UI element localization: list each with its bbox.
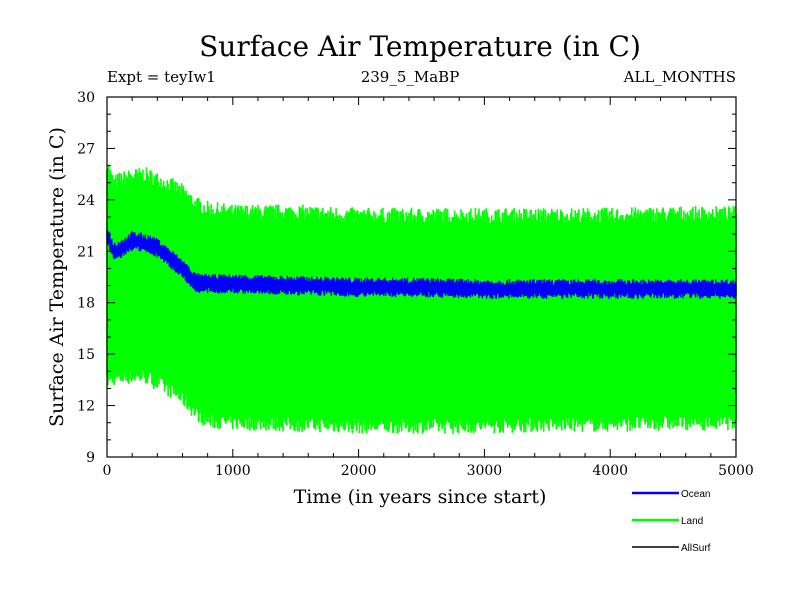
x-tick-label-1000: 1000	[215, 463, 251, 479]
legend-label-ocean: Ocean	[681, 489, 710, 500]
y-tick-label-15: 15	[77, 347, 95, 363]
series-land-envelope	[106, 164, 737, 434]
plot-area	[106, 164, 737, 434]
y-tick-label-12: 12	[77, 399, 95, 415]
x-tick-label-3000: 3000	[467, 463, 503, 479]
months-label: ALL_MONTHS	[623, 68, 736, 86]
x-axis-label: Time (in years since start)	[294, 486, 547, 508]
y-axis-label: Surface Air Temperature (in C)	[46, 127, 68, 427]
experiment-label: Expt = teyIw1	[107, 68, 216, 86]
y-tick-label-27: 27	[77, 141, 95, 157]
y-tick-label-30: 30	[77, 90, 95, 106]
plot-frame	[106, 96, 737, 458]
y-tick-label-24: 24	[77, 193, 95, 209]
y-tick-label-18: 18	[77, 296, 95, 312]
x-tick-label-0: 0	[103, 463, 112, 479]
y-tick-label-9: 9	[86, 450, 95, 466]
x-tick-label-4000: 4000	[592, 463, 628, 479]
x-tick-label-2000: 2000	[341, 463, 377, 479]
x-tick-label-5000: 5000	[718, 463, 754, 479]
legend: Ocean Land AllSurf	[632, 489, 711, 554]
legend-label-land: Land	[681, 516, 703, 527]
period-label: 239_5_MaBP	[361, 68, 460, 86]
chart-title: Surface Air Temperature (in C)	[199, 30, 641, 63]
y-tick-label-21: 21	[77, 244, 95, 260]
legend-label-allsurf: AllSurf	[681, 543, 711, 554]
axes: 0 1000 2000 3000 4000 5000 9 12 15 18 21 24 27 30	[77, 90, 754, 479]
